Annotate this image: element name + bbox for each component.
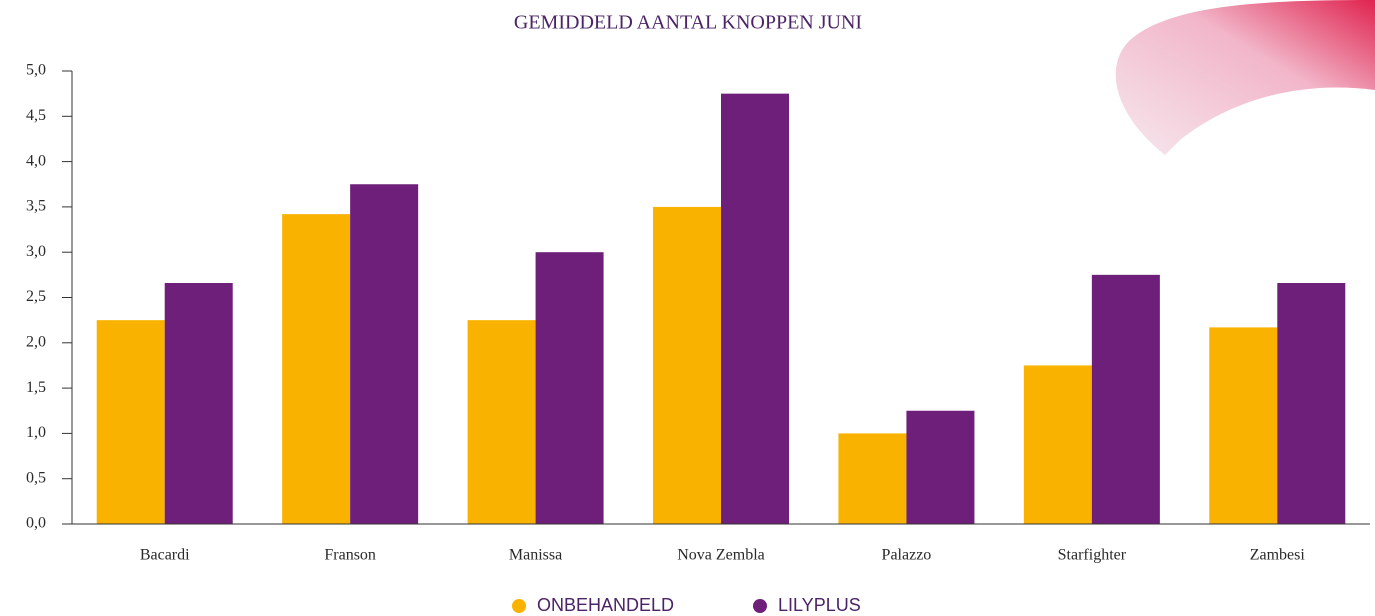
bar bbox=[1277, 283, 1346, 524]
bar bbox=[282, 214, 351, 524]
x-tick-label: Palazzo bbox=[882, 547, 932, 564]
bar bbox=[1209, 327, 1278, 524]
bar bbox=[535, 252, 604, 524]
y-tick-label: 0,0 bbox=[26, 515, 46, 532]
x-tick-label: Starfighter bbox=[1058, 547, 1127, 564]
bar bbox=[467, 320, 536, 524]
y-tick-label: 4,5 bbox=[26, 107, 46, 124]
y-tick-label: 2,0 bbox=[26, 333, 46, 350]
x-tick-label: Zambesi bbox=[1250, 547, 1306, 564]
y-tick-label: 1,5 bbox=[26, 379, 46, 396]
y-tick-label: 2,5 bbox=[26, 288, 46, 305]
legend-marker bbox=[512, 599, 526, 613]
y-tick-label: 4,0 bbox=[26, 152, 46, 169]
x-tick-label: Nova Zembla bbox=[677, 547, 765, 564]
y-tick-label: 3,5 bbox=[26, 198, 46, 215]
bar bbox=[1023, 365, 1092, 524]
legend-marker bbox=[753, 599, 767, 613]
y-tick-label: 3,0 bbox=[26, 243, 46, 260]
bar bbox=[906, 410, 975, 524]
x-tick-label: Bacardi bbox=[140, 547, 190, 564]
chart-title: GEMIDDELD AANTAL KNOPPEN JUNI bbox=[514, 12, 862, 34]
y-tick-label: 0,5 bbox=[26, 469, 46, 486]
bar bbox=[1091, 274, 1160, 524]
legend-label: ONBEHANDELD bbox=[537, 595, 674, 615]
bar bbox=[350, 184, 419, 524]
bar bbox=[96, 320, 165, 524]
bar bbox=[838, 433, 907, 524]
x-tick-label: Manissa bbox=[509, 547, 562, 564]
flower-decoration bbox=[1115, 0, 1375, 155]
legend-label: LILYPLUS bbox=[778, 595, 861, 615]
bar bbox=[164, 283, 233, 524]
x-tick-label: Franson bbox=[324, 547, 376, 564]
y-tick-label: 5,0 bbox=[26, 62, 46, 79]
bar bbox=[653, 206, 721, 524]
y-tick-label: 1,0 bbox=[26, 424, 46, 441]
bar bbox=[721, 93, 789, 525]
